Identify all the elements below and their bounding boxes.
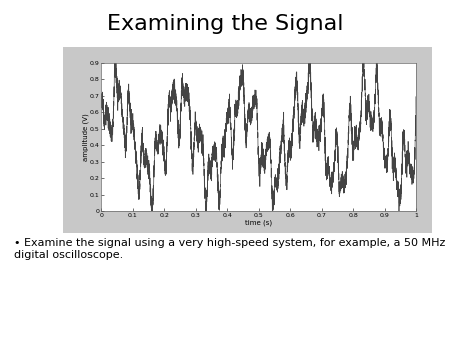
Text: Examining the Signal: Examining the Signal bbox=[107, 14, 343, 33]
Y-axis label: amplitude (V): amplitude (V) bbox=[82, 113, 89, 161]
X-axis label: time (s): time (s) bbox=[245, 219, 272, 225]
Text: • Examine the signal using a very high-speed system, for example, a 50 MHz
digit: • Examine the signal using a very high-s… bbox=[14, 238, 445, 260]
